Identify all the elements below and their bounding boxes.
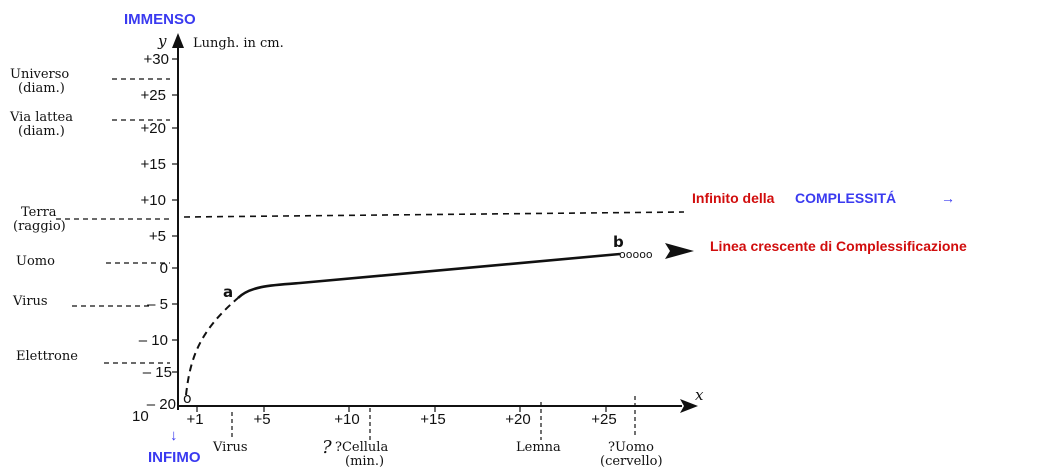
- y-tick-label: +25: [141, 87, 166, 104]
- infinity-dashed-line: [183, 211, 685, 218]
- left-label-via-lattea-sub: (diam.): [18, 124, 65, 139]
- y-tick-labels: +30 +25 +20 +15 +10 +5 0 – 5 – 10 – 15 –…: [139, 51, 176, 413]
- y-axis-label: Lungh. in cm.: [193, 36, 284, 51]
- annotation-infimo-arrow-icon: ↓: [170, 427, 178, 444]
- x-axis: [178, 399, 698, 413]
- y-tick-marks: [172, 58, 178, 373]
- left-labels: Universo (diam.) Via lattea (diam.) Terr…: [9, 67, 78, 364]
- y-tick-label: – 10: [139, 332, 168, 349]
- x-vertical-markers: [231, 396, 636, 440]
- bottom-label-cellula: ?Cellula: [335, 440, 388, 455]
- curve-origin-label: o: [183, 391, 192, 407]
- x-tick-label: +15: [420, 411, 445, 428]
- curve-dashed-segment: [185, 297, 239, 396]
- annotation-infinity-red: Infinito della: [692, 190, 775, 206]
- y-tick-label: +10: [141, 192, 166, 209]
- bottom-label-question-mark: ?: [322, 437, 332, 458]
- y-tick-label: 0: [160, 260, 168, 277]
- x-tick-label: +25: [591, 411, 616, 428]
- y-tick-label: – 20: [147, 396, 176, 413]
- y-tick-label: +15: [141, 156, 166, 173]
- x-axis-symbol: x: [695, 386, 704, 404]
- annotation-infimo: INFIMO: [148, 449, 201, 466]
- curve-arrowhead-icon: [665, 243, 694, 259]
- curve-solid-segment: [237, 252, 621, 299]
- y-axis: [172, 33, 184, 410]
- left-label-virus: Virus: [12, 294, 48, 309]
- bottom-label-uomo: ?Uomo: [608, 440, 654, 455]
- left-label-universo: Universo: [10, 67, 69, 82]
- y-tick-label: – 15: [143, 364, 172, 381]
- y-tick-label: – 5: [147, 296, 168, 313]
- annotation-growth-line: Linea crescente di Complessificazione: [710, 238, 967, 254]
- bottom-label-lemna: Lemna: [516, 440, 561, 455]
- left-label-universo-sub: (diam.): [18, 81, 65, 96]
- bottom-label-virus: Virus: [212, 440, 248, 455]
- origin-left-label: 10: [132, 408, 149, 425]
- left-label-terra-sub: (raggio): [13, 219, 66, 234]
- left-label-uomo: Uomo: [16, 254, 55, 269]
- left-label-elettrone: Elettrone: [16, 349, 78, 364]
- x-axis-arrowhead-icon: [680, 399, 698, 413]
- x-tick-label: +1: [186, 411, 203, 428]
- bottom-labels: Virus ? ?Cellula (min.) Lemna ?Uomo (cer…: [212, 437, 663, 469]
- x-tick-label: +20: [505, 411, 530, 428]
- left-leader-lines: [72, 78, 170, 364]
- x-tick-labels: +1 +5 +10 +15 +20 +25: [186, 411, 616, 428]
- x-tick-label: +10: [334, 411, 359, 428]
- curve-dots: ooooo: [619, 248, 653, 261]
- y-axis-symbol: y: [157, 32, 167, 50]
- x-tick-marks: [196, 406, 607, 412]
- bottom-label-cellula-sub: (min.): [345, 454, 384, 469]
- left-label-terra: Terra: [21, 205, 57, 220]
- bottom-label-uomo-sub: (cervello): [600, 454, 663, 469]
- annotation-immenso: IMMENSO: [124, 11, 196, 28]
- annotation-infinity-blue: COMPLESSITÁ: [795, 190, 896, 206]
- left-label-via-lattea: Via lattea: [9, 110, 73, 125]
- annotation-infinity-arrow-icon: →: [941, 190, 955, 206]
- y-tick-label: +5: [149, 228, 166, 245]
- curve-point-b-label: b: [613, 233, 624, 251]
- x-tick-label: +5: [253, 411, 270, 428]
- y-axis-arrowhead-icon: [172, 33, 184, 48]
- y-tick-label: +30: [144, 51, 169, 68]
- curve-point-a-label: a: [223, 283, 233, 301]
- y-tick-label: +20: [141, 120, 166, 137]
